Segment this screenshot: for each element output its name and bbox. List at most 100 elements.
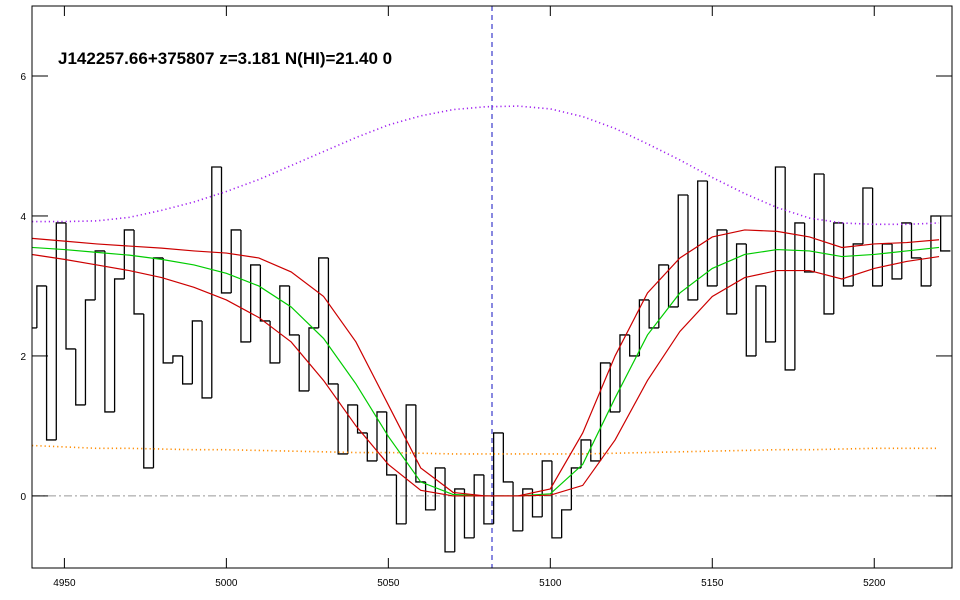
flux-step [113, 278, 125, 412]
flux-step [541, 460, 552, 517]
flux-step [230, 229, 241, 293]
flux-step [327, 257, 339, 385]
flux-step [269, 320, 280, 364]
flux-step [794, 222, 805, 370]
flux-step [181, 355, 193, 385]
y-tick-label: 4 [20, 212, 26, 223]
flux-step [803, 222, 815, 273]
y-tick-label: 6 [20, 72, 26, 83]
flux-step [36, 285, 47, 328]
flux-step [172, 355, 183, 363]
flux-step [279, 285, 290, 363]
flux-step [745, 243, 757, 357]
flux-step [531, 488, 543, 518]
flux-step [259, 264, 271, 322]
flux-step [920, 257, 931, 287]
flux-step [94, 250, 105, 300]
flux-step [191, 320, 203, 384]
flux-step [250, 264, 261, 342]
flux-step [133, 229, 144, 315]
flux-step [570, 467, 582, 510]
flux-step [852, 243, 863, 286]
flux-step [891, 243, 902, 280]
y-tick-label: 2 [20, 352, 26, 363]
x-tick-label: 5200 [863, 578, 886, 589]
flux-step [512, 481, 523, 532]
flux-step [677, 194, 688, 307]
flux-step [463, 488, 475, 539]
flux-step [318, 257, 329, 328]
x-tick-label: 5000 [215, 578, 238, 589]
flux-step [65, 222, 76, 350]
flux-step [687, 194, 698, 301]
flux-step [288, 285, 300, 336]
flux-step [735, 243, 747, 314]
flux-step [560, 509, 572, 538]
flux-step [784, 166, 795, 371]
flux-step [201, 320, 212, 399]
flux-step [502, 432, 514, 483]
flux-step [842, 222, 854, 287]
flux-step [473, 474, 484, 538]
frame [31, 5, 953, 569]
flux-step [609, 362, 620, 413]
chart-title: J142257.66+375807 z=3.181 N(HI)=21.40 0 [58, 49, 392, 68]
flux-step [298, 334, 309, 392]
plot-area [32, 6, 952, 568]
flux-step [648, 299, 659, 329]
flux-step [366, 432, 377, 462]
x-tick-label: 5100 [539, 578, 562, 589]
flux-step [823, 173, 834, 315]
flux-step [376, 411, 387, 461]
flux-step [444, 467, 455, 553]
flux-step [337, 383, 348, 455]
flux-step [211, 166, 222, 398]
flux-step [240, 229, 251, 343]
flux-step [765, 285, 776, 343]
flux-step [522, 488, 533, 531]
flux-step [697, 180, 708, 300]
flux-step [726, 229, 737, 315]
flux-step [871, 187, 883, 287]
flux-step [940, 215, 951, 252]
x-tick-label: 4950 [53, 578, 76, 589]
flux-step [434, 467, 446, 510]
flux-step [774, 166, 786, 342]
flux-step [755, 285, 766, 356]
flux-step [75, 348, 86, 406]
flux-step [580, 439, 591, 468]
flux-step [910, 222, 922, 259]
flux-step [84, 299, 96, 405]
flux-step [706, 180, 718, 287]
dotted-curve [32, 444, 940, 455]
x-tick-label: 5050 [377, 578, 400, 589]
flux-step [220, 166, 232, 294]
flux-step [45, 285, 57, 441]
flux-step [123, 229, 135, 279]
flux-step [55, 222, 67, 440]
flux-step [862, 187, 873, 244]
flux-step [813, 173, 825, 272]
flux-step [454, 488, 465, 552]
flux-step [492, 432, 504, 524]
model-curve [32, 253, 940, 497]
flux-step [356, 404, 368, 434]
y-tick-label: 0 [20, 492, 26, 503]
flux-step [658, 264, 669, 328]
flux-step [395, 474, 407, 525]
flux-step [638, 299, 650, 356]
flux-step [483, 474, 494, 525]
flux-step [901, 222, 912, 279]
flux-step [716, 229, 727, 286]
flux-step [308, 327, 319, 391]
flux-step [104, 250, 115, 413]
flux-step [347, 404, 358, 454]
flux-step [143, 313, 154, 469]
flux-step [162, 257, 173, 364]
flux-step [405, 404, 416, 524]
x-tick-label: 5150 [701, 578, 724, 589]
flux-step [833, 222, 844, 314]
